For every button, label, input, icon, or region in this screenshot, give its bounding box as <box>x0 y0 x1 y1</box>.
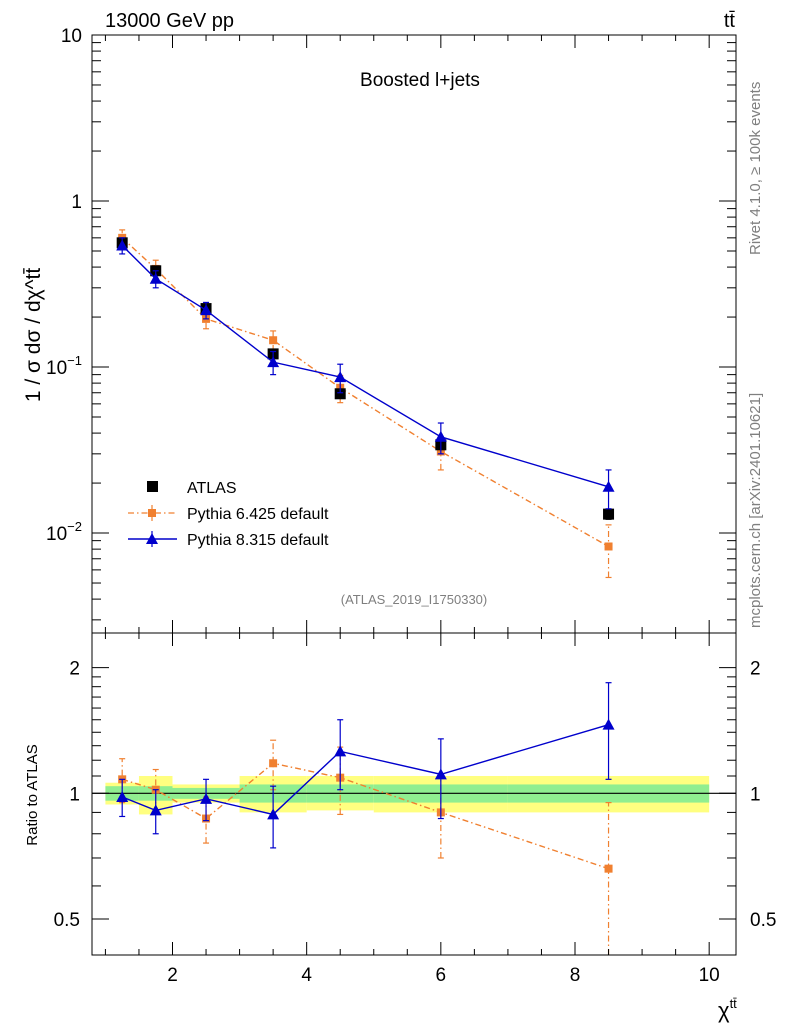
ratio-pythia8-point <box>267 808 280 820</box>
pythia8-point <box>434 430 447 442</box>
ratio-pythia8-point <box>149 804 162 816</box>
ratio-y-tick-label: 2 <box>69 659 80 680</box>
x-tick-label: 6 <box>436 965 447 986</box>
pythia6-point <box>269 336 278 345</box>
y-tick-label: 10−1 <box>46 353 82 379</box>
side-label-bottom: mcplots.cern.ch [arXiv:2401.10621] <box>747 393 764 628</box>
energy-label: 13000 GeV pp <box>105 10 234 32</box>
pythia8-point <box>334 371 347 383</box>
ratio-panel: 2 4 6 8 10 0.5 0.5 1 1 2 2 Ratio to ATLAS <box>24 632 776 986</box>
x-tick-label: 8 <box>570 965 581 986</box>
legend-marker-pythia6 <box>148 509 156 517</box>
x-tick-label: 4 <box>301 965 312 986</box>
x-tick-label: 2 <box>167 965 178 986</box>
y-tick-label: 10−2 <box>46 519 82 545</box>
ratio-pythia8-point <box>334 745 347 757</box>
ratio-y-tick-label: 0.5 <box>54 910 80 931</box>
pythia6-point <box>604 542 613 551</box>
pythia8-point <box>149 272 162 284</box>
y-tick-base: 10 <box>46 358 67 379</box>
side-label-top: Rivet 4.1.0, ≥ 100k events <box>747 82 764 255</box>
atlas-point <box>603 508 615 520</box>
y-axis-label: 1 / σ dσ / dχ^tt̄ <box>22 268 45 403</box>
pythia8-point <box>267 356 280 368</box>
pythia8-point <box>116 239 129 251</box>
y-tick-exponent: −1 <box>67 353 82 368</box>
x-axis-label-superscript: tt̄ <box>730 996 738 1011</box>
ratio-pythia8-point <box>602 718 615 730</box>
legend-marker-atlas <box>147 481 158 492</box>
ratio-y-tick-label-right: 2 <box>750 659 761 680</box>
ratio-pythia6-point <box>269 759 278 768</box>
ratio-frame <box>91 632 737 956</box>
y-tick-base: 10 <box>46 524 67 545</box>
ratio-y-axis-label: Ratio to ATLAS <box>24 744 41 845</box>
legend-label-atlas: ATLAS <box>187 480 237 497</box>
x-tick-label: 10 <box>699 965 720 986</box>
ratio-y-tick-label: 1 <box>69 784 80 805</box>
pythia8-point <box>200 304 213 316</box>
analysis-tag: (ATLAS_2019_I1750330) <box>341 592 487 607</box>
ratio-y-tick-label-right: 1 <box>750 784 761 805</box>
legend: ATLAS Pythia 6.425 default Pythia 8.315 … <box>128 480 329 549</box>
ratio-y-tick-label-right: 0.5 <box>750 910 776 931</box>
ratio-pythia8-point <box>116 790 129 802</box>
pythia8-line <box>121 244 609 488</box>
ratio-pythia8-point <box>434 768 447 780</box>
process-label: tt̄ <box>724 10 736 32</box>
ratio-pythia8-point <box>200 792 213 804</box>
y-tick-exponent: −2 <box>67 519 82 534</box>
y-tick-label: 1 <box>71 192 82 213</box>
chart-title: Boosted l+jets <box>360 70 480 91</box>
y-tick-label: 10 <box>61 26 82 47</box>
legend-marker-pythia8 <box>146 533 158 544</box>
legend-label-pythia8: Pythia 8.315 default <box>187 532 329 549</box>
atlas-point <box>334 388 346 400</box>
pythia8-point <box>602 480 615 492</box>
ratio-pythia6-point <box>604 864 613 873</box>
legend-label-pythia6: Pythia 6.425 default <box>187 506 329 523</box>
x-axis-label: χtt̄ <box>718 996 737 1023</box>
